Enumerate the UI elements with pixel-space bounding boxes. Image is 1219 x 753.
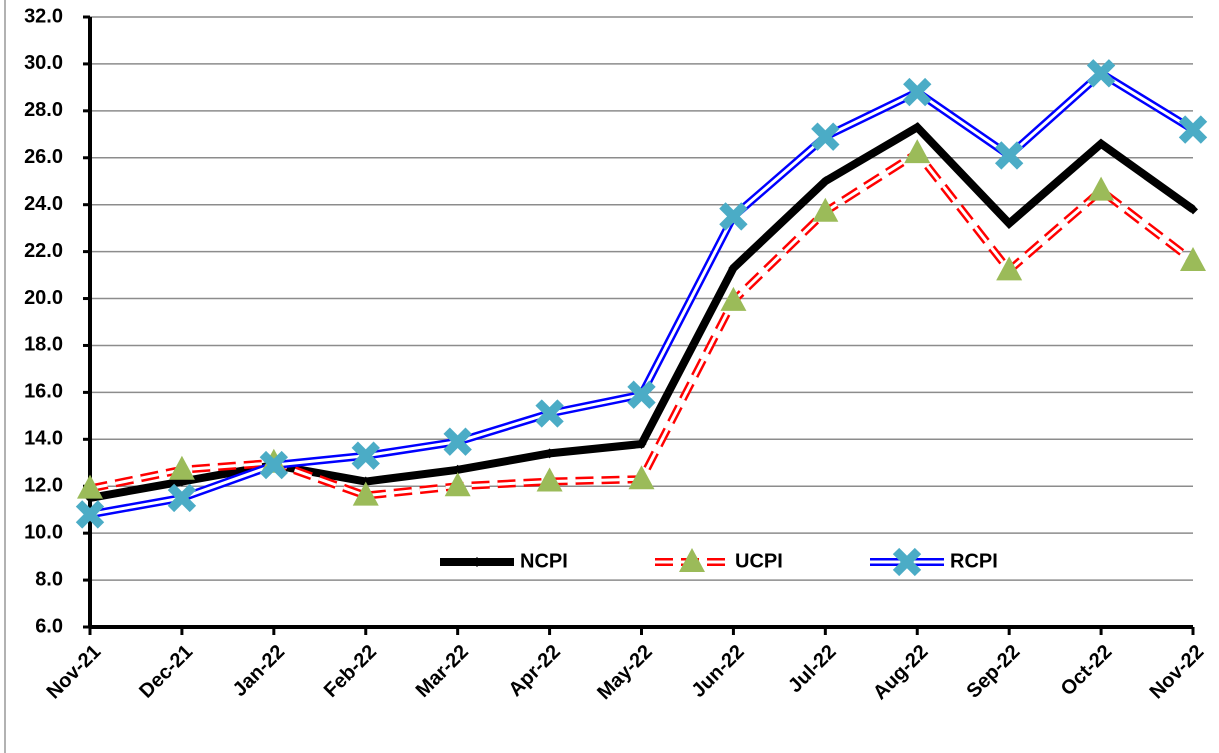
legend-label: RCPI <box>950 550 998 572</box>
x-marker <box>1086 59 1116 88</box>
y-tick-label: 6.0 <box>35 615 63 637</box>
triangle-marker <box>77 474 103 499</box>
diamond-marker <box>452 464 463 475</box>
diamond-marker <box>820 176 831 187</box>
x-marker <box>719 202 748 231</box>
y-tick-label: 20.0 <box>24 287 63 309</box>
triangle-marker <box>679 548 705 572</box>
legend-label: NCPI <box>520 550 568 572</box>
y-tick-label: 12.0 <box>24 475 63 497</box>
y-tick-label: 14.0 <box>24 428 63 450</box>
x-marker <box>351 441 380 470</box>
x-marker <box>892 547 922 577</box>
y-tick-label: 28.0 <box>24 99 63 121</box>
diamond-marker <box>360 476 371 487</box>
triangle-marker <box>1088 176 1115 201</box>
triangle-marker <box>720 286 747 311</box>
x-marker <box>535 399 564 428</box>
triangle-marker <box>168 455 195 480</box>
diamond-marker <box>472 557 482 567</box>
diamond-marker <box>544 448 555 459</box>
triangle-marker <box>352 481 379 506</box>
y-tick-label: 8.0 <box>35 568 63 590</box>
diamond-marker <box>1096 138 1107 149</box>
x-marker <box>1178 115 1208 144</box>
x-marker <box>903 77 932 107</box>
triangle-marker <box>536 467 563 492</box>
y-tick-label: 22.0 <box>24 240 63 262</box>
x-marker <box>167 483 197 513</box>
x-marker <box>994 141 1024 170</box>
y-tick-label: 24.0 <box>24 193 63 215</box>
triangle-marker <box>996 256 1023 281</box>
diamond-marker <box>1004 218 1015 229</box>
diamond-marker <box>728 263 739 274</box>
x-marker <box>627 380 656 409</box>
legend: NCPI UCPI RCPI <box>440 547 998 577</box>
triangle-marker <box>444 472 471 497</box>
y-tick-label: 30.0 <box>24 52 63 74</box>
y-tick-label: 32.0 <box>24 5 63 27</box>
y-tick-label: 10.0 <box>24 521 63 543</box>
y-tick-label: 16.0 <box>24 381 63 403</box>
triangle-marker <box>628 465 655 490</box>
x-marker <box>75 500 105 529</box>
legend-label: UCPI <box>735 550 783 572</box>
x-marker <box>443 427 472 456</box>
x-marker <box>811 122 840 151</box>
triangle-marker <box>1180 247 1206 271</box>
triangle-marker <box>812 197 839 222</box>
y-tick-label: 26.0 <box>24 146 63 168</box>
diamond-marker <box>912 122 923 133</box>
diamond-marker <box>636 439 647 449</box>
y-tick-label: 18.0 <box>24 334 63 356</box>
diamond-marker <box>1188 204 1198 215</box>
triangle-marker <box>904 139 931 164</box>
x-marker <box>259 450 289 480</box>
